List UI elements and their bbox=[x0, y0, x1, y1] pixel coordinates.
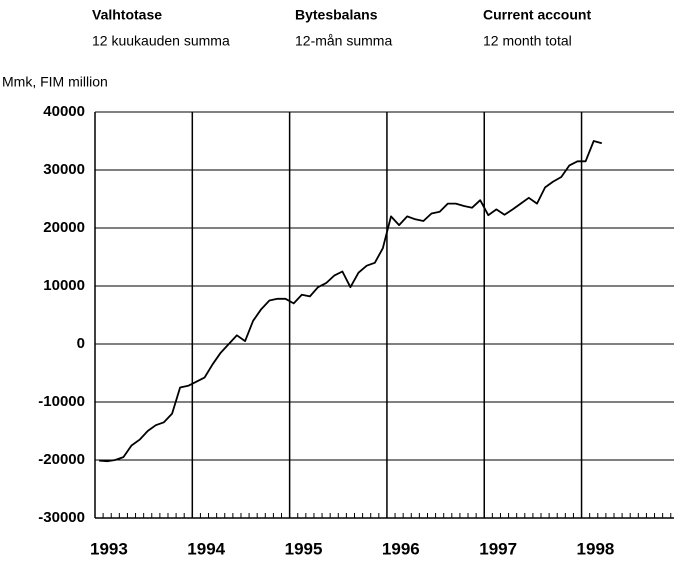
x-tick-label: 1994 bbox=[187, 539, 225, 558]
y-tick-label: 40000 bbox=[43, 103, 85, 120]
data-line bbox=[99, 140, 603, 463]
y-tick-label: -30000 bbox=[38, 509, 85, 526]
header-subtitle: 12-mån summa bbox=[295, 33, 392, 49]
y-tick-label: 20000 bbox=[43, 219, 85, 236]
y-tick-label: -20000 bbox=[38, 451, 85, 468]
y-tick-label: 0 bbox=[77, 335, 85, 352]
x-tick-label: 1993 bbox=[90, 539, 128, 558]
y-tick-label: 30000 bbox=[43, 161, 85, 178]
x-tick-label: 1998 bbox=[577, 539, 615, 558]
header-subtitle: 12 month total bbox=[483, 33, 572, 49]
header-subtitle: 12 kuukauden summa bbox=[92, 33, 230, 49]
header-title: Current account bbox=[483, 7, 591, 23]
x-tick-label: 1997 bbox=[479, 539, 517, 558]
x-tick-label: 1996 bbox=[382, 539, 420, 558]
header-title: Bytesbalans bbox=[295, 7, 378, 23]
header-title: Valhtotase bbox=[92, 7, 162, 23]
y-axis-label: Mmk, FIM million bbox=[2, 74, 108, 90]
y-tick-label: -10000 bbox=[38, 393, 85, 410]
x-tick-label: 1995 bbox=[285, 539, 323, 558]
y-tick-label: 10000 bbox=[43, 277, 85, 294]
